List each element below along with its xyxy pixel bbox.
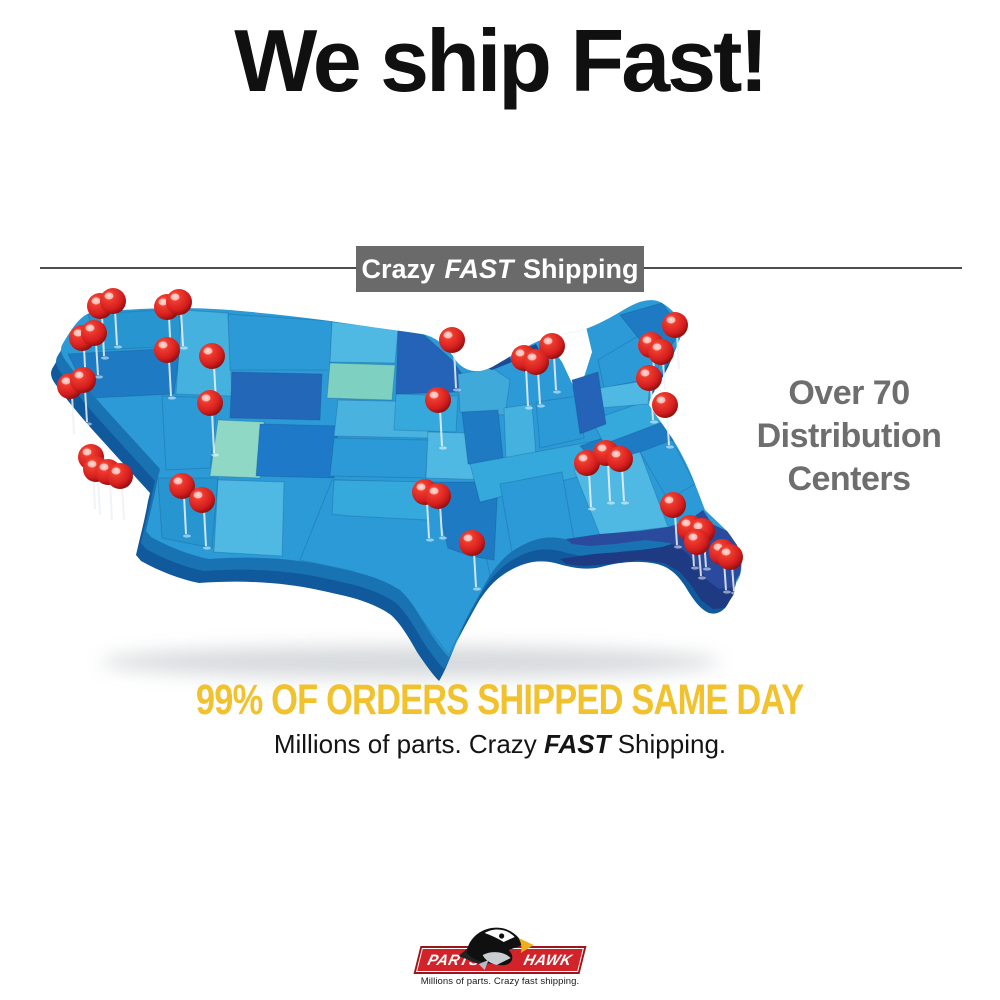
distribution-note-line: Distribution (756, 416, 942, 455)
shipping-banner: Crazy FAST Shipping (356, 246, 644, 292)
banner-text-suffix: Shipping (515, 253, 639, 284)
same-day-headline: 99% OF ORDERS SHIPPED SAME DAY (0, 676, 1000, 725)
subheadline: Millions of parts. Crazy FAST Shipping. (0, 729, 1000, 760)
distribution-note: Over 70 Distribution Centers (738, 372, 960, 500)
logo-tagline: Millions of parts. Crazy fast shipping. (420, 976, 580, 987)
partshawk-logo: PARTS HAWK Millions of parts. Crazy fast… (380, 924, 620, 987)
map-ground-shadow (100, 646, 720, 678)
banner-text-fast: FAST (444, 253, 514, 284)
banner-text-prefix: Crazy (361, 253, 443, 284)
subheadline-fast: FAST (544, 729, 611, 759)
page-title: We ship Fast! (234, 11, 768, 110)
subheadline-prefix: Millions of parts. Crazy (273, 729, 545, 759)
same-day-headline-text: 99% OF ORDERS SHIPPED SAME DAY (196, 676, 804, 724)
distribution-note-line: Over 70 (788, 374, 910, 412)
hawk-head-icon (458, 927, 534, 970)
distribution-note-line: Centers (787, 459, 911, 498)
subheadline-suffix: Shipping. (610, 729, 727, 759)
map-pins (57, 288, 743, 595)
